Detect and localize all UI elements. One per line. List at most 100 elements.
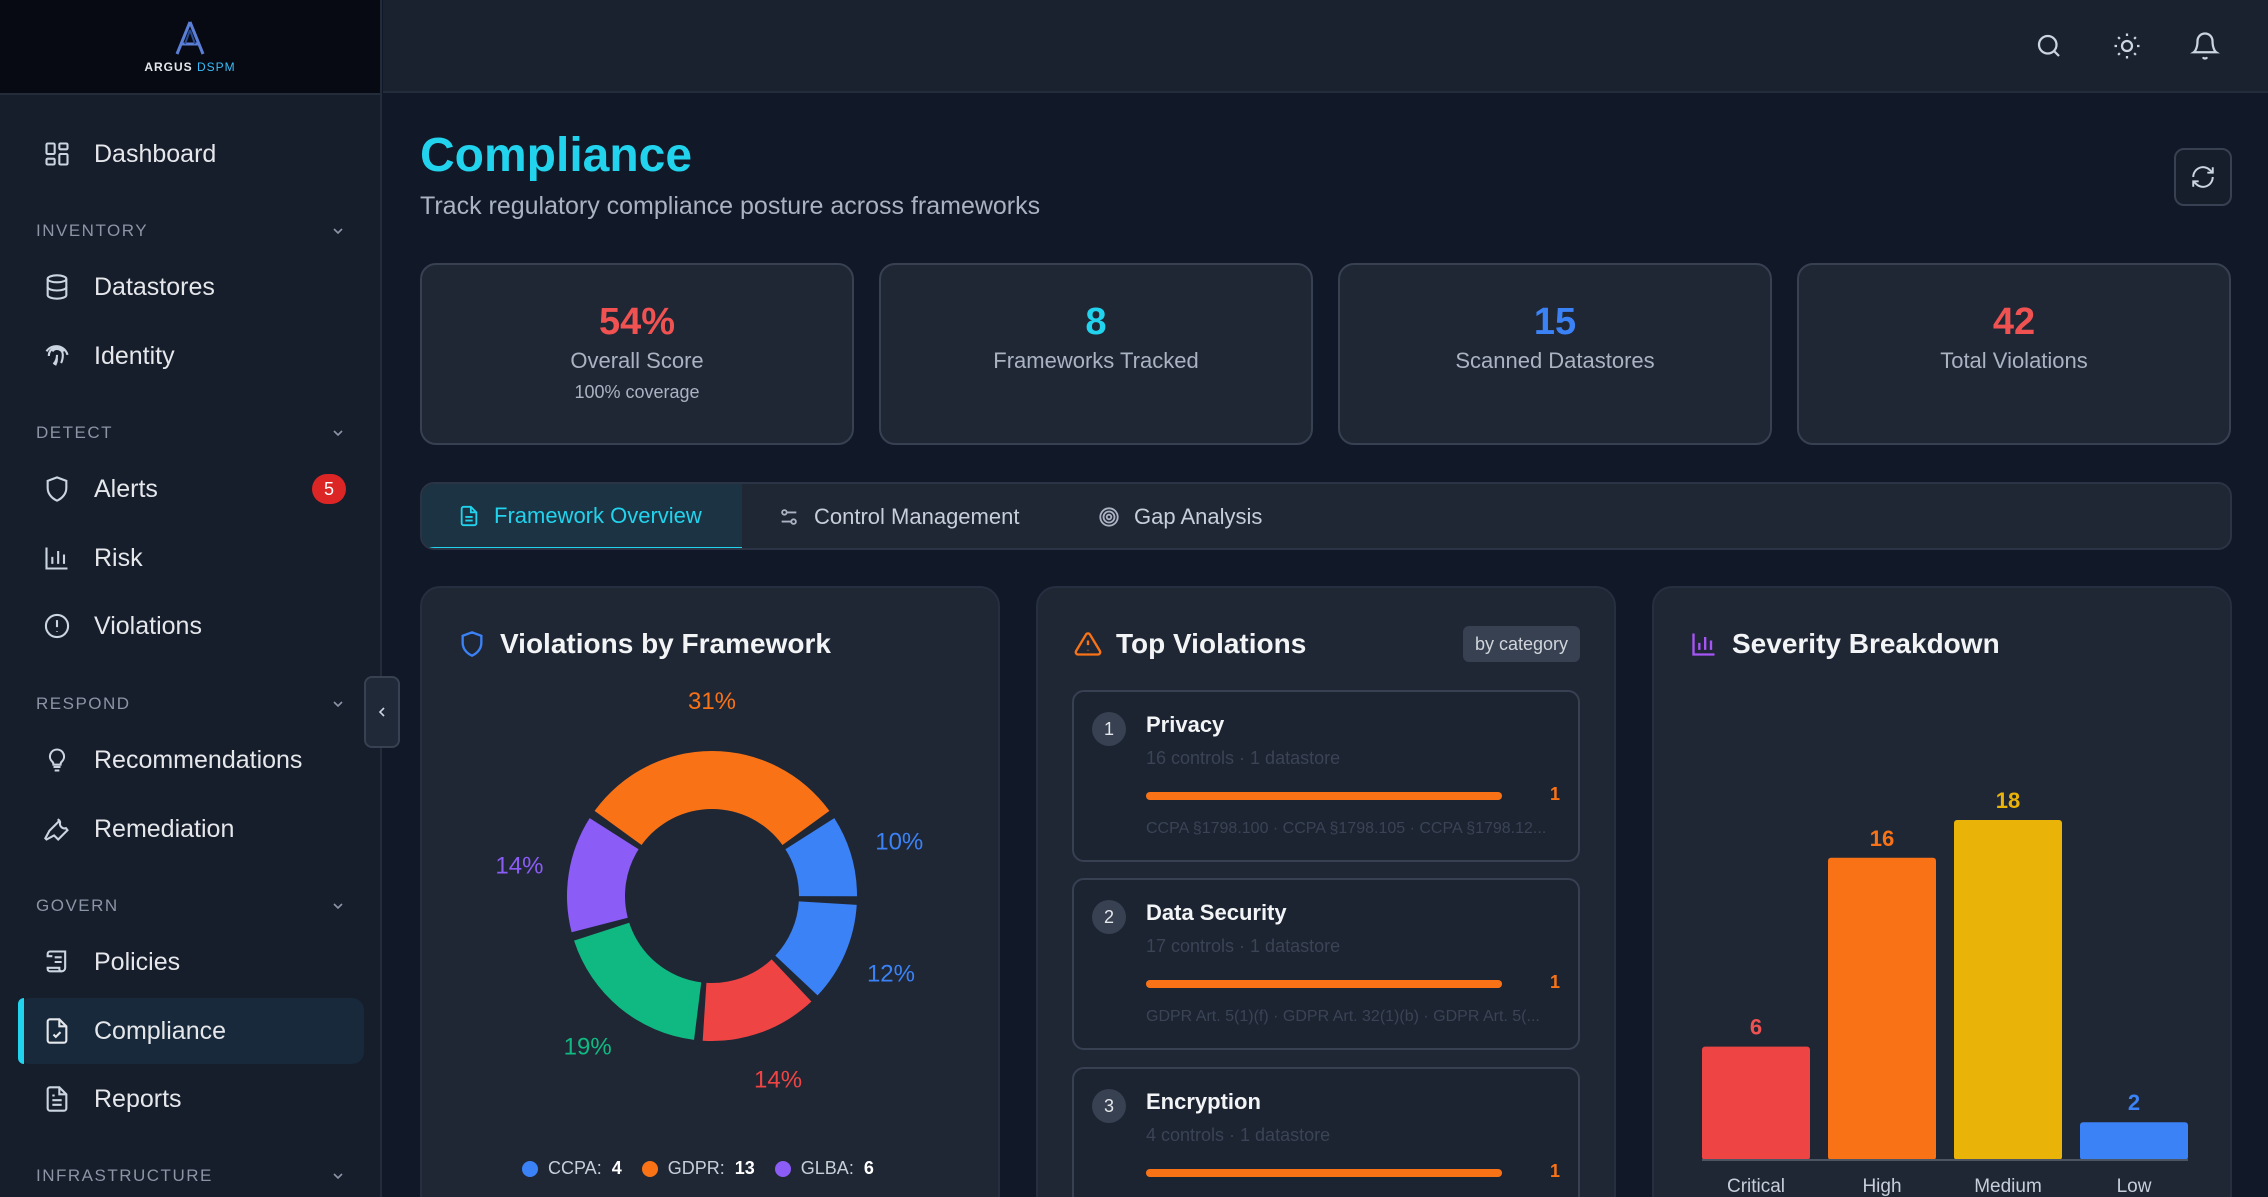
card-title: Top Violations bbox=[1074, 628, 1306, 660]
donut-slice[interactable] bbox=[574, 922, 702, 1040]
rank-number: 1 bbox=[1092, 712, 1126, 746]
stat-card-total-violations: 42 Total Violations bbox=[1797, 263, 2231, 445]
violations-by-framework-card: Violations by Framework 31% 10% 12% 14% 19% 1… bbox=[420, 586, 1000, 1197]
legend-item: GLBA:6 bbox=[774, 1158, 874, 1179]
bar-category-label: Critical bbox=[1727, 1176, 1785, 1197]
tab-gap-analysis[interactable]: Gap Analysis bbox=[1098, 484, 1262, 548]
violation-count: 1 bbox=[1549, 972, 1560, 992]
violation-name: Encryption bbox=[1146, 1089, 1261, 1114]
sidebar: ARGUS DSPM Dashboard INVENTORY Datastore… bbox=[0, 0, 382, 1197]
sidebar-item-label: Dashboard bbox=[94, 139, 217, 168]
lightbulb-icon bbox=[40, 743, 74, 777]
refresh-button[interactable] bbox=[2174, 148, 2232, 206]
argus-logo-icon bbox=[175, 20, 205, 55]
list-item[interactable]: 2 Data Security 17 controls · 1 datastor… bbox=[1072, 878, 1580, 1050]
sidebar-item-recommendations[interactable]: Recommendations bbox=[18, 727, 364, 793]
bell-icon bbox=[2190, 32, 2220, 60]
severity-bar[interactable] bbox=[2080, 1122, 2188, 1160]
violation-name: Privacy bbox=[1146, 712, 1225, 737]
severity-bar[interactable] bbox=[1702, 1046, 1810, 1160]
legend-item: CCPA:4 bbox=[522, 1158, 622, 1179]
section-inventory[interactable]: INVENTORY bbox=[36, 221, 346, 241]
stat-value: 15 bbox=[1533, 301, 1577, 343]
donut-slice[interactable] bbox=[775, 901, 857, 996]
sidebar-item-remediation[interactable]: Remediation bbox=[18, 796, 364, 862]
violation-count: 1 bbox=[1549, 1161, 1560, 1181]
list-item[interactable]: 1 Privacy 16 controls · 1 datastore 1 CC… bbox=[1072, 690, 1580, 862]
file-check-icon bbox=[40, 1014, 74, 1048]
brand-name: ARGUS DSPM bbox=[144, 59, 236, 74]
chevron-left-icon bbox=[378, 707, 385, 717]
page-title: Compliance bbox=[420, 129, 693, 182]
sidebar-item-dashboard[interactable]: Dashboard bbox=[18, 121, 364, 187]
tab-framework-overview[interactable]: Framework Overview bbox=[422, 484, 742, 548]
stat-value: 54% bbox=[598, 301, 676, 343]
tab-control-management[interactable]: Control Management bbox=[778, 484, 1019, 548]
sidebar-item-label: Risk bbox=[94, 543, 143, 572]
stat-sub: 100% coverage bbox=[574, 382, 700, 402]
violation-count: 1 bbox=[1549, 784, 1560, 804]
legend-swatch bbox=[641, 1160, 658, 1177]
violation-meta: 4 controls · 1 datastore bbox=[1146, 1125, 1331, 1145]
section-detect[interactable]: DETECT bbox=[36, 423, 346, 443]
bar-value-label: 16 bbox=[1870, 826, 1894, 851]
sidebar-item-label: Reports bbox=[94, 1084, 182, 1113]
bar-value-label: 6 bbox=[1750, 1015, 1762, 1040]
slice-label: 14% bbox=[754, 1066, 802, 1093]
sidebar-item-label: Remediation bbox=[94, 814, 235, 843]
scroll-icon bbox=[40, 945, 74, 979]
sidebar-item-label: Violations bbox=[94, 611, 202, 640]
violation-progress bbox=[1146, 1169, 1502, 1177]
sidebar-item-alerts[interactable]: Alerts 5 bbox=[18, 456, 364, 522]
sidebar-item-identity[interactable]: Identity bbox=[18, 323, 364, 389]
donut-slice[interactable] bbox=[567, 818, 639, 933]
violation-meta: 17 controls · 1 datastore bbox=[1146, 936, 1341, 956]
target-icon bbox=[1098, 506, 1120, 528]
notifications-button[interactable] bbox=[2185, 26, 2225, 66]
warning-icon bbox=[1074, 630, 1102, 658]
slice-label: 12% bbox=[867, 960, 915, 987]
violation-refs: GDPR Art. 5(1)(f) · GDPR Art. 32(1)(b) ·… bbox=[1146, 1008, 1540, 1025]
donut-slice[interactable] bbox=[702, 959, 812, 1041]
file-text-icon bbox=[458, 505, 480, 527]
donut-slice[interactable] bbox=[594, 751, 830, 845]
severity-bar-chart: 6 Critical 16 High 18 Medium 2 Low bbox=[1702, 788, 2188, 1197]
search-icon bbox=[2037, 34, 2060, 57]
sidebar-item-datastores[interactable]: Datastores bbox=[18, 254, 364, 320]
sidebar-item-violations[interactable]: Violations bbox=[18, 593, 364, 659]
list-item[interactable]: 3 Encryption 4 controls · 1 datastore 1 bbox=[1072, 1067, 1580, 1197]
theme-toggle-button[interactable] bbox=[2107, 26, 2147, 66]
legend-swatch bbox=[774, 1160, 791, 1177]
violation-refs: CCPA §1798.100 · CCPA §1798.105 · CCPA §… bbox=[1146, 820, 1547, 837]
card-title: Violations by Framework bbox=[458, 628, 831, 660]
severity-bar[interactable] bbox=[1954, 820, 2062, 1160]
file-text-icon bbox=[40, 1082, 74, 1116]
brand[interactable]: ARGUS DSPM bbox=[0, 0, 380, 95]
violation-meta: 16 controls · 1 datastore bbox=[1146, 748, 1341, 768]
sidebar-collapse-button[interactable] bbox=[364, 676, 400, 748]
sidebar-item-policies[interactable]: Policies bbox=[18, 929, 364, 995]
bar-category-label: Medium bbox=[1974, 1176, 2042, 1197]
severity-bar[interactable] bbox=[1828, 857, 1936, 1160]
tab-bar: Framework Overview Control Management Ga… bbox=[420, 482, 2232, 550]
stat-value: 42 bbox=[1992, 301, 2036, 343]
page-subtitle: Track regulatory compliance posture acro… bbox=[420, 192, 1041, 220]
section-govern[interactable]: GOVERN bbox=[36, 896, 346, 916]
rank-number: 2 bbox=[1092, 900, 1126, 934]
sidebar-item-label: Alerts bbox=[94, 474, 158, 503]
group-by-pill[interactable]: by category bbox=[1462, 626, 1580, 662]
sidebar-item-label: Identity bbox=[94, 341, 175, 370]
sidebar-item-risk[interactable]: Risk bbox=[18, 525, 364, 591]
search-button[interactable] bbox=[2029, 26, 2069, 66]
section-infrastructure[interactable]: INFRASTRUCTURE bbox=[36, 1166, 346, 1186]
stat-label: Frameworks Tracked bbox=[993, 348, 1199, 373]
slice-label: 31% bbox=[688, 688, 736, 715]
legend-item: GDPR:13 bbox=[641, 1158, 755, 1179]
section-respond[interactable]: RESPOND bbox=[36, 694, 346, 714]
slice-label: 14% bbox=[495, 852, 543, 879]
chevron-down-icon bbox=[333, 701, 343, 708]
sidebar-item-compliance[interactable]: Compliance bbox=[18, 998, 364, 1064]
bar-chart-icon bbox=[1690, 630, 1718, 658]
donut-slice[interactable] bbox=[785, 818, 857, 897]
sidebar-item-reports[interactable]: Reports bbox=[18, 1066, 364, 1132]
